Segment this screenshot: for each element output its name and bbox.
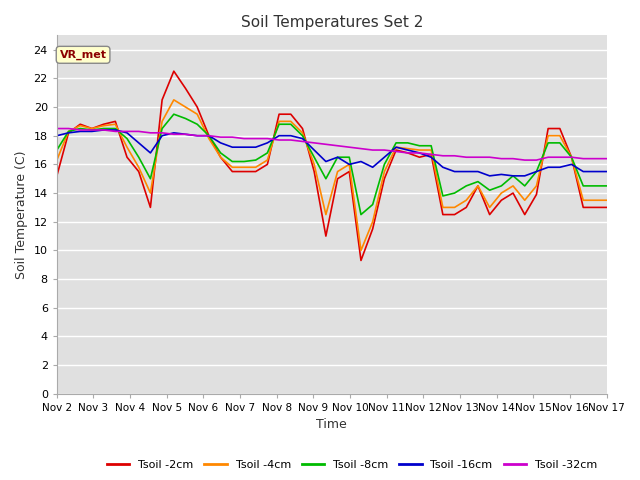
Y-axis label: Soil Temperature (C): Soil Temperature (C) [15, 150, 28, 279]
Title: Soil Temperatures Set 2: Soil Temperatures Set 2 [241, 15, 423, 30]
X-axis label: Time: Time [316, 419, 347, 432]
Text: VR_met: VR_met [60, 49, 107, 60]
Legend: Tsoil -2cm, Tsoil -4cm, Tsoil -8cm, Tsoil -16cm, Tsoil -32cm: Tsoil -2cm, Tsoil -4cm, Tsoil -8cm, Tsoi… [102, 456, 602, 474]
